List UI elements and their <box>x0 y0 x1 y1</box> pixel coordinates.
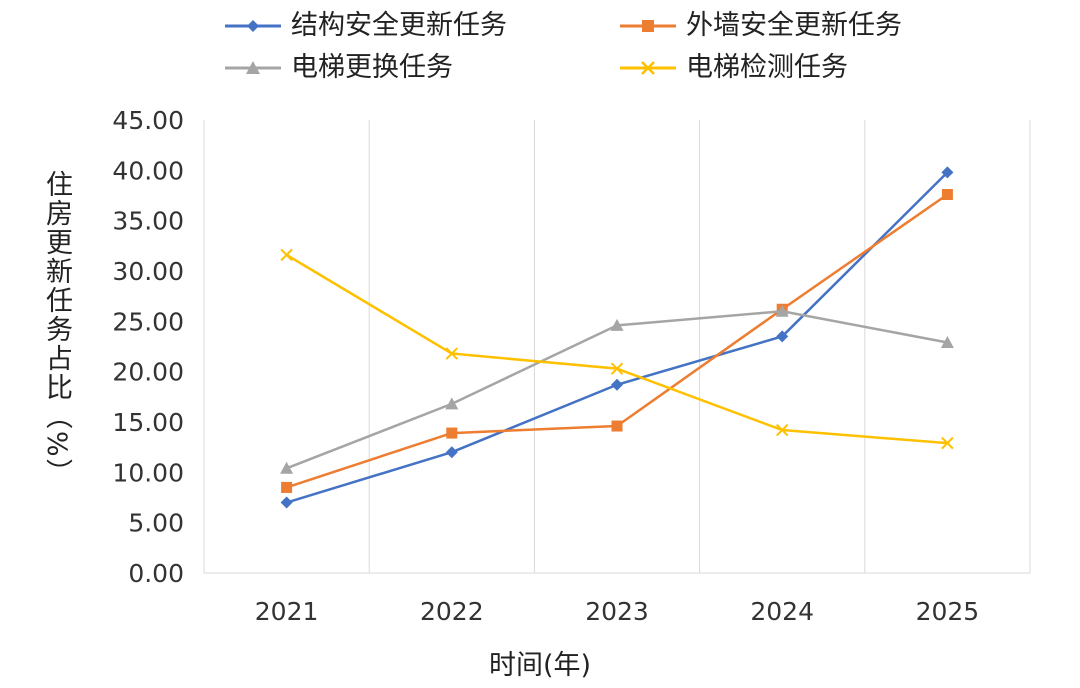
y-tick-label: 30.00 <box>112 257 184 286</box>
data-point <box>941 166 954 179</box>
legend-item-series-4: 电梯检测任务 <box>620 48 848 88</box>
y-axis-label: 住房更新任务占比（%） <box>41 170 72 488</box>
x-tick-label: 2025 <box>916 597 980 626</box>
data-point <box>775 423 789 437</box>
data-point <box>446 427 458 439</box>
data-point <box>775 304 789 317</box>
y-axis: 0.00 5.00 10.00 15.00 20.00 25.00 30.00 35.00 40… <box>112 106 184 588</box>
data-point <box>776 330 789 343</box>
legend-marker-triangle-icon <box>225 61 281 74</box>
y-tick-label: 25.00 <box>112 307 184 336</box>
y-tick-label: 0.00 <box>128 559 184 588</box>
data-point <box>941 436 954 450</box>
legend-label: 结构安全更新任务 <box>291 10 507 41</box>
x-axis-label: 时间(年) <box>488 650 592 681</box>
y-tick-label: 45.00 <box>112 106 184 135</box>
data-point <box>445 347 459 360</box>
grid-lines <box>203 120 1031 574</box>
series-line <box>286 171 949 504</box>
series-3 <box>280 304 954 474</box>
legend-label: 电梯检测任务 <box>686 52 848 83</box>
data-point <box>445 397 459 410</box>
data-point <box>280 248 293 262</box>
data-point <box>940 335 954 348</box>
series-line <box>285 253 948 445</box>
data-point <box>611 420 623 432</box>
y-tick-label: 5.00 <box>128 509 184 538</box>
y-tick-label: 15.00 <box>112 408 184 437</box>
legend-label: 电梯更换任务 <box>291 52 453 83</box>
data-point <box>611 378 623 391</box>
legend-item-series-3: 电梯更换任务 <box>225 48 453 88</box>
legend-marker-square-icon <box>620 20 676 32</box>
data-point <box>281 481 293 493</box>
x-tick-label: 2024 <box>750 597 814 626</box>
series-2 <box>281 188 953 493</box>
legend-item-series-2: 外墙安全更新任务 <box>620 6 902 46</box>
x-tick-label: 2023 <box>585 597 649 626</box>
y-tick-label: 10.00 <box>112 458 184 487</box>
data-point <box>280 461 294 474</box>
series-1 <box>280 166 954 509</box>
x-axis: 2021 2022 2023 2024 2025 <box>255 597 979 626</box>
data-point <box>445 446 458 459</box>
y-tick-label: 40.00 <box>112 156 184 185</box>
data-point <box>280 496 293 509</box>
x-tick-label: 2021 <box>255 597 319 626</box>
series-line <box>286 193 949 489</box>
data-point <box>610 362 624 375</box>
legend-item-series-1: 结构安全更新任务 <box>225 6 507 46</box>
data-point <box>610 318 624 331</box>
legend-marker-cross-icon <box>620 61 676 75</box>
legend-marker-diamond-icon <box>225 20 281 32</box>
plot-area <box>280 166 954 509</box>
data-point <box>941 188 953 200</box>
legend-label: 外墙安全更新任务 <box>686 10 902 41</box>
series-4 <box>280 248 954 450</box>
y-tick-label: 35.00 <box>112 207 184 236</box>
y-tick-label: 20.00 <box>112 358 184 387</box>
x-tick-label: 2022 <box>420 597 484 626</box>
